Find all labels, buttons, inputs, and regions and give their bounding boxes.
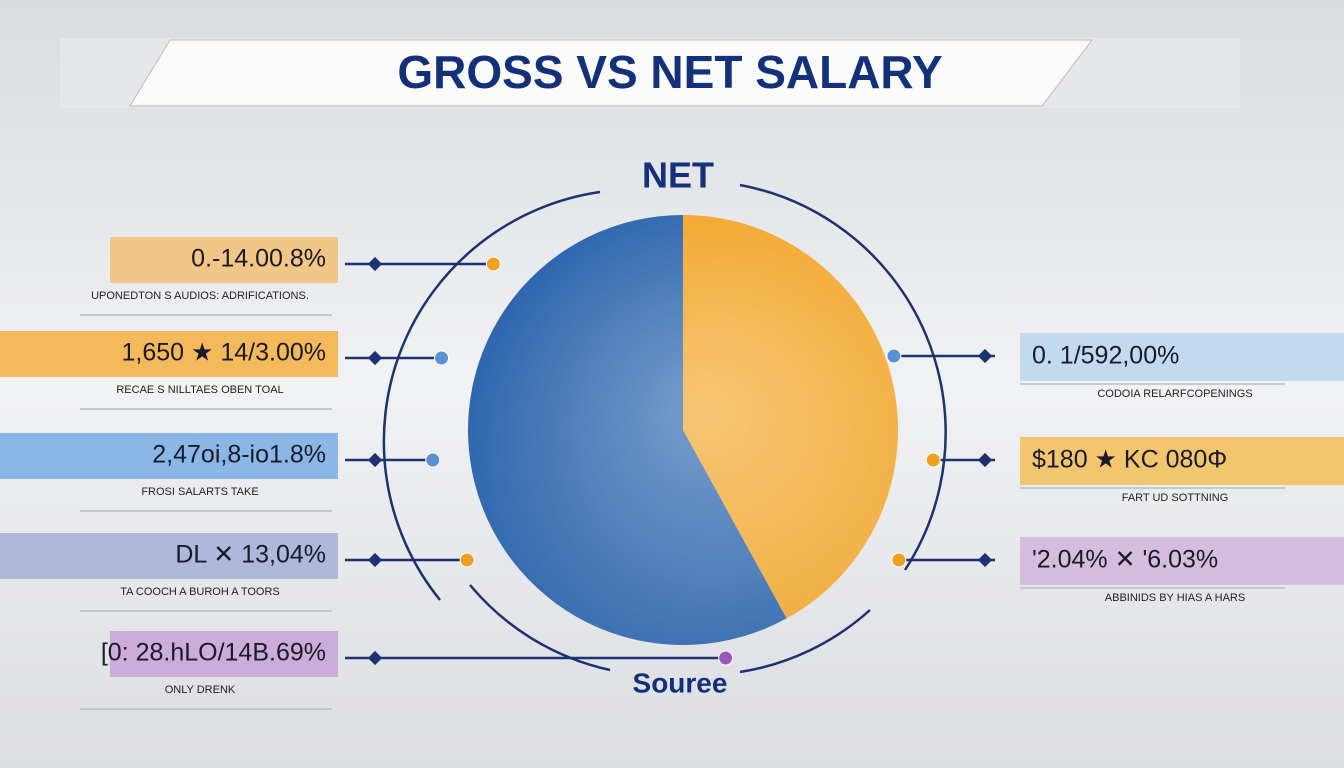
ring-arc: [469, 584, 611, 672]
connector-diamond: [367, 350, 383, 366]
callout-caption: UPONEDTON S AUDIOS: ADRIFICATIONS.: [91, 290, 309, 302]
callout-caption: FART UD SOTTNING: [1122, 492, 1229, 504]
callout-value: [0: 28.hLO/14B.69%: [101, 639, 326, 667]
connector-diamond: [977, 452, 993, 468]
ring-arc: [382, 190, 601, 601]
callout-box: [1020, 333, 1344, 381]
connector-diamond: [977, 552, 993, 568]
callout-caption: ONLY DRENK: [165, 684, 236, 696]
connector-diamond: [367, 256, 383, 272]
pie: [467, 215, 898, 645]
connector-dot: [425, 452, 441, 468]
callout-box: [1020, 437, 1344, 485]
top-label: NET: [642, 155, 714, 196]
callout-box: [0, 331, 338, 377]
callout-value: 1,650 ★ 14/3.00%: [121, 339, 326, 367]
connector-dot: [718, 650, 734, 666]
connector-diamond: [367, 650, 383, 666]
title-banner: [129, 39, 1094, 107]
callout-caption: FROSI SALARTS TAKE: [141, 486, 258, 498]
callout-caption: RECAE S NILLTAES OBEN TOAL: [116, 384, 283, 396]
connector-dot: [886, 348, 902, 364]
connector-dot: [459, 552, 475, 568]
chart-title: GROSS VS NET SALARY: [397, 46, 942, 98]
callout-value: 0. 1/592,00%: [1032, 342, 1179, 370]
callouts: 0.-14.00.8% UPONEDTON S AUDIOS: ADRIFICAT…: [0, 237, 1344, 710]
callout-box: [1020, 537, 1344, 585]
callout-box: [110, 631, 338, 677]
callout-box: [110, 237, 338, 283]
ring-arc: [739, 609, 871, 674]
callout-caption: TA COOCH A BUROH A TOORS: [120, 586, 280, 598]
connector-diamond: [977, 348, 993, 364]
callout-value: '2.04% ✕ '6.03%: [1032, 546, 1218, 574]
ring-arc: [739, 183, 947, 571]
callout-box: [0, 433, 338, 479]
callout-value: $180 ★ KC 080Φ: [1032, 446, 1227, 474]
connector-dot: [434, 350, 450, 366]
callout-box: [0, 533, 338, 579]
callout-value: DL ✕ 13,04%: [175, 541, 326, 569]
connector-diamond: [367, 552, 383, 568]
connector-dot: [925, 452, 941, 468]
connector-dot: [891, 552, 907, 568]
callout-value: 0.-14.00.8%: [191, 245, 326, 273]
callout-caption: CODOIA RELARFCOPENINGS: [1097, 388, 1252, 400]
pie-shine: [468, 215, 898, 645]
bottom-label: Souree: [633, 667, 728, 698]
callout-value: 2,47oi,8-io1.8%: [152, 441, 326, 469]
connector-diamond: [367, 452, 383, 468]
callout-caption: ABBINIDS BY HIAS A HARS: [1105, 592, 1245, 604]
connector-dot: [485, 256, 501, 272]
outer-ring: [382, 183, 947, 674]
